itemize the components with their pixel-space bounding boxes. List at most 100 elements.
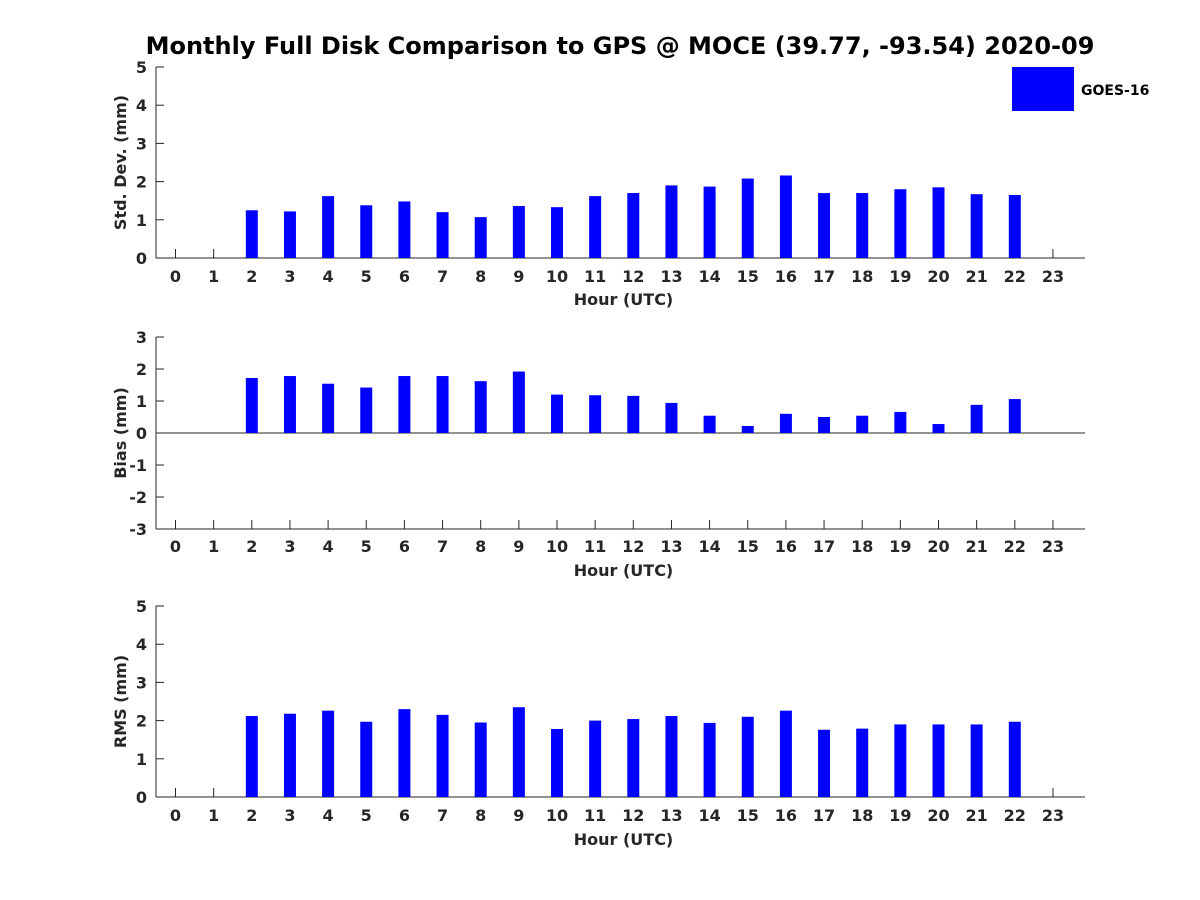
y-tick-label: 0	[136, 249, 147, 268]
bar-hour-10	[551, 394, 563, 433]
y-tick-label: 0	[136, 424, 147, 443]
y-tick-label: 2	[136, 173, 147, 192]
legend-swatch-goes-16	[1012, 67, 1074, 111]
x-tick-label: 22	[1004, 267, 1026, 286]
x-axis-label: Hour (UTC)	[574, 290, 674, 309]
x-axis-label: Hour (UTC)	[574, 830, 674, 849]
chart-title: Monthly Full Disk Comparison to GPS @ MO…	[146, 32, 1095, 60]
x-tick-label: 6	[399, 537, 410, 556]
bar-hour-16	[779, 175, 792, 258]
x-tick-label: 14	[698, 537, 720, 556]
bar-hour-8	[474, 217, 487, 258]
y-tick-label: -3	[129, 520, 147, 539]
bar-hour-15	[741, 425, 754, 433]
x-tick-label: 16	[775, 267, 797, 286]
bar-hour-22	[1008, 721, 1021, 797]
bar-hour-9	[512, 707, 525, 797]
x-tick-label: 15	[737, 806, 759, 825]
bar-hour-7	[436, 376, 449, 433]
bar-hour-3	[283, 211, 296, 258]
x-tick-label: 9	[513, 537, 524, 556]
y-tick-label: 2	[136, 712, 147, 731]
bar-hour-7	[436, 212, 449, 258]
x-tick-label: 7	[437, 267, 448, 286]
x-tick-label: 12	[622, 537, 644, 556]
x-tick-label: 12	[622, 267, 644, 286]
bar-hour-2	[245, 210, 258, 258]
bar-hour-6	[398, 376, 411, 433]
bar-hour-22	[1008, 399, 1021, 433]
x-tick-label: 4	[323, 806, 334, 825]
y-tick-label: 5	[136, 58, 147, 77]
x-tick-label: 5	[361, 806, 372, 825]
x-tick-label: 21	[966, 267, 988, 286]
bar-hour-2	[245, 716, 258, 797]
bar-hour-18	[856, 415, 869, 433]
x-tick-label: 7	[437, 537, 448, 556]
y-tick-label: 3	[136, 134, 147, 153]
x-tick-label: 17	[813, 267, 835, 286]
x-tick-label: 18	[851, 806, 873, 825]
bar-hour-15	[741, 716, 754, 797]
bar-hour-9	[512, 371, 525, 433]
x-tick-label: 17	[813, 806, 835, 825]
x-tick-label: 6	[399, 267, 410, 286]
x-tick-label: 19	[889, 537, 911, 556]
x-tick-label: 21	[966, 806, 988, 825]
y-tick-label: 1	[136, 392, 147, 411]
x-tick-label: 1	[208, 537, 219, 556]
x-tick-label: 16	[775, 806, 797, 825]
y-tick-label: 3	[136, 328, 147, 347]
bar-hour-14	[703, 722, 716, 797]
x-tick-label: 0	[170, 267, 181, 286]
y-tick-label: 5	[136, 597, 147, 616]
x-tick-label: 22	[1004, 806, 1026, 825]
bar-hour-4	[322, 383, 335, 433]
bar-hour-21	[970, 724, 983, 797]
bar-hour-15	[741, 178, 754, 258]
bar-hour-6	[398, 709, 411, 797]
x-tick-label: 18	[851, 537, 873, 556]
x-tick-label: 5	[361, 267, 372, 286]
x-tick-label: 11	[584, 267, 606, 286]
bar-hour-17	[818, 729, 831, 797]
bar-hour-4	[322, 710, 335, 797]
x-tick-label: 18	[851, 267, 873, 286]
x-tick-label: 9	[513, 806, 524, 825]
x-tick-label: 12	[622, 806, 644, 825]
x-tick-label: 10	[546, 537, 568, 556]
x-tick-label: 1	[208, 806, 219, 825]
bar-hour-22	[1008, 194, 1021, 258]
bar-hour-19	[894, 411, 907, 433]
x-tick-label: 20	[927, 267, 949, 286]
x-tick-label: 0	[170, 537, 181, 556]
x-tick-label: 3	[284, 267, 295, 286]
x-tick-label: 4	[323, 537, 334, 556]
bar-hour-10	[551, 729, 563, 797]
bar-hour-12	[627, 719, 640, 797]
x-tick-label: 10	[546, 267, 568, 286]
bar-hour-3	[283, 713, 296, 797]
x-tick-label: 8	[475, 267, 486, 286]
bar-hour-10	[551, 207, 563, 258]
x-tick-label: 21	[966, 537, 988, 556]
bar-hour-4	[322, 196, 335, 258]
y-tick-label: 4	[136, 635, 147, 654]
x-tick-label: 17	[813, 537, 835, 556]
x-tick-label: 1	[208, 267, 219, 286]
bar-hour-13	[665, 402, 678, 433]
y-tick-label: 4	[136, 96, 147, 115]
bar-hour-5	[360, 387, 373, 433]
x-tick-label: 14	[698, 267, 720, 286]
bar-hour-17	[818, 417, 831, 433]
x-tick-label: 14	[698, 806, 720, 825]
x-tick-label: 15	[737, 267, 759, 286]
bar-hour-12	[627, 395, 640, 433]
bar-hour-20	[932, 424, 945, 433]
x-tick-label: 3	[284, 806, 295, 825]
y-tick-label: 0	[136, 788, 147, 807]
